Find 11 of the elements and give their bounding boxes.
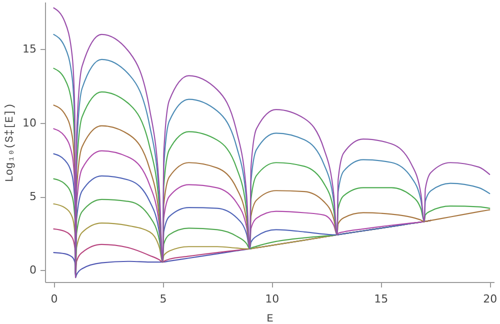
x-tick-label: 10 <box>265 292 280 306</box>
y-tick-label: 10 <box>22 116 36 130</box>
y-axis-title: Log₁₀(S‡[E]) <box>4 102 17 182</box>
x-axis-title: E <box>266 314 274 324</box>
x-tick-label: 20 <box>483 292 498 306</box>
x-tick-label: 15 <box>374 292 388 306</box>
y-tick-label: 0 <box>30 264 36 277</box>
y-tick-label: 5 <box>30 190 36 204</box>
x-tick-label: 0 <box>50 292 58 306</box>
x-tick-label: 5 <box>160 292 167 306</box>
y-tick-label: 15 <box>22 42 36 56</box>
